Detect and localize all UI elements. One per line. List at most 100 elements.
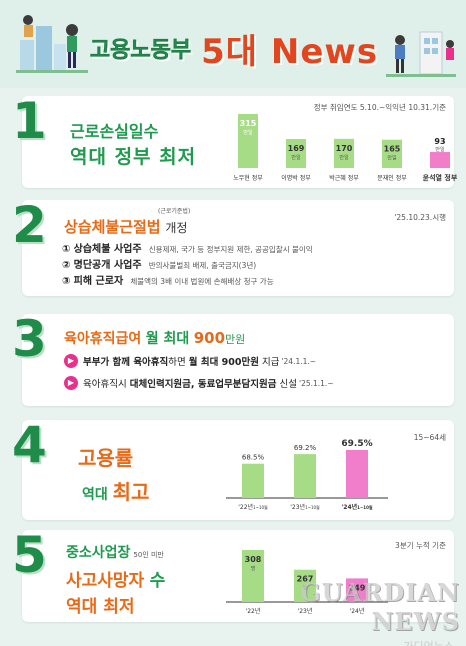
list-item: ① 상습체불 사업주 신용제재, 국가 등 정부지원 제한, 공공입찰시 불이익 xyxy=(62,240,313,255)
section-title-small: 50인 미만 xyxy=(133,551,164,559)
category-label: 문재인 정부 xyxy=(377,174,407,182)
bar-value-label: 69.2% xyxy=(294,444,317,452)
bar-value-label: 165 xyxy=(384,145,401,154)
item-head: 피해 근로자 xyxy=(73,276,124,287)
bar-unit-label: 명 xyxy=(355,593,360,600)
section-title-line1: 근로손실일수 xyxy=(70,122,159,141)
section-parental-leave: 3 육아휴직급여 월 최대 900만원 ▶ 부부가 함께 육아휴직 하면 월 최대… xyxy=(12,310,454,406)
bar-value-label: 69.5% xyxy=(341,439,372,449)
section-note: 정부 취임연도 5.10.~익익년 10.31.기준 xyxy=(313,103,446,112)
section-title: 상습체불근절법 xyxy=(64,218,161,236)
row-text-bold: 부부가 함께 육아휴직 xyxy=(83,357,169,368)
row-date: '25.1.1.~ xyxy=(299,378,334,388)
section-title-line1: 중소사업장 xyxy=(66,545,131,561)
category-label: '24년1~10월 xyxy=(341,503,372,511)
list-item: ③ 피해 근로자 체불액의 3배 이내 법원에 손해배상 청구 가능 xyxy=(62,272,274,287)
list-item: ② 명단공개 사업주 반의사불벌죄 배제, 출국금지(3년) xyxy=(62,256,256,271)
item-mark: ① xyxy=(62,244,71,255)
category-label: 이명박 정부 xyxy=(281,174,311,182)
bar-value-label: 93 xyxy=(434,137,445,146)
category-label: '22년 xyxy=(246,607,261,615)
section-title-d: 만원 xyxy=(225,333,246,346)
row-text-bold: 대체인력지원금, 동료업무분담지원금 xyxy=(129,379,277,390)
bar xyxy=(238,114,258,168)
list-item: ▶ 부부가 함께 육아휴직 하면 월 최대 900만원 지급 '24.1.1.~ xyxy=(64,354,316,368)
section-number: 5 xyxy=(12,526,47,584)
item-mark: ② xyxy=(62,260,71,271)
bar-unit-label: 만일 xyxy=(339,154,349,161)
item-head: 상습체불 사업주 xyxy=(73,244,142,255)
row-text: 하면 xyxy=(168,357,186,368)
section-fatalities: 5 중소사업장 50인 미만 사고사망자 수 역대 최저 3분기 누적 기준 30… xyxy=(12,526,454,622)
row-date: '24.1.1.~ xyxy=(281,356,317,366)
bar-unit-label: 만일 xyxy=(387,155,397,162)
section-note: 15~64세 xyxy=(413,433,446,442)
bar xyxy=(430,152,450,168)
section-title-line1: 고용률 xyxy=(78,446,134,470)
law-name-note: (근로기준법) xyxy=(158,208,191,215)
bar xyxy=(346,578,368,602)
watermark: GUARDIAN NEWS 가디언뉴스 xyxy=(260,578,460,646)
row-text: 지급 xyxy=(261,357,280,368)
list-item: ▶ 육아휴직시 대체인력지원금, 동료업무분담지원금 신설 '25.1.1.~ xyxy=(64,376,334,390)
section-number: 4 xyxy=(12,416,47,474)
header-banner: 고용노동부 5대 News xyxy=(0,0,466,88)
item-desc: 체불액의 3배 이내 법원에 손해배상 청구 가능 xyxy=(130,277,274,286)
bar-value-label: 249 xyxy=(349,583,366,592)
bar-value-label: 267 xyxy=(297,575,314,584)
title-news: 5대 News xyxy=(201,31,379,72)
bar xyxy=(334,138,354,168)
section-note: 3분기 누적 기준 xyxy=(395,541,446,550)
section-number: 3 xyxy=(12,310,47,368)
item-desc: 반의사불벌죄 배제, 출국금지(3년) xyxy=(148,261,257,270)
bar-unit-label: 만일 xyxy=(435,146,445,153)
category-label: '23년 xyxy=(298,607,313,615)
employment-rate-chart: 68.5% '22년1~10월 69.2% '23년1~10월 69.5% '24년1~1… xyxy=(226,439,388,511)
section-title-line2: 역대 최고 xyxy=(82,476,149,505)
section-wage-arrears-law: 2 (근로기준법) 상습체불근절법 개정 '25.10.23.시행 ① 상습체불… xyxy=(12,196,454,296)
section-number: 2 xyxy=(12,196,47,254)
item-desc: 신용제재, 국가 등 정부지원 제한, 공공입찰시 불이익 xyxy=(148,245,313,254)
bar xyxy=(242,550,264,602)
section-title-b: 월 최대 xyxy=(145,331,190,347)
title-word-highlight: 최고 xyxy=(112,480,150,504)
category-label: 노무현 정부 xyxy=(233,174,263,182)
bar xyxy=(294,569,316,602)
bar xyxy=(346,450,368,498)
section-title-line2a: 사고사망자 xyxy=(66,571,145,591)
item-mark: ③ xyxy=(62,276,71,287)
bar-unit-label: 명 xyxy=(303,585,308,592)
section-number: 1 xyxy=(12,92,47,150)
bar-unit-label: 만일 xyxy=(243,129,253,136)
bar-value-label: 170 xyxy=(336,144,353,153)
category-label: '23년1~10월 xyxy=(290,503,320,511)
item-head: 명단공개 사업주 xyxy=(73,260,142,271)
section-lost-workdays: 1 근로손실일수 역대 정부 최저 정부 취임연도 5.10.~익익년 10.3… xyxy=(12,92,458,188)
bar xyxy=(294,454,316,498)
bar-value-label: 68.5% xyxy=(242,454,265,462)
bar-unit-label: 명 xyxy=(251,565,256,572)
section-title-line2b: 수 xyxy=(149,571,166,591)
category-label: '24년 xyxy=(350,607,365,615)
section-title-line3: 역대 최저 xyxy=(66,597,135,617)
play-triangle-icon: ▶ xyxy=(64,354,78,368)
section-employment-rate: 4 고용률 역대 최고 15~64세 68.5% '22년1~10월 69.2% '2… xyxy=(12,416,454,520)
section-title-suffix: 개정 xyxy=(165,221,188,235)
section-note: '25.10.23.시행 xyxy=(394,213,446,222)
row-text: 육아휴직시 xyxy=(83,379,127,390)
bar xyxy=(382,139,402,168)
bar-value-label: 169 xyxy=(288,144,305,153)
row-text: 신설 xyxy=(279,379,298,390)
bar-unit-label: 만일 xyxy=(291,154,301,161)
section-title-c: 900 xyxy=(193,329,226,347)
section-title-a: 육아휴직급여 xyxy=(64,331,142,347)
bar-value-label: 308 xyxy=(245,555,262,564)
people-icon xyxy=(386,31,456,77)
category-label: 윤석열 정부 xyxy=(423,173,458,182)
title-word: 역대 xyxy=(82,487,108,503)
title-ministry: 고용노동부 xyxy=(89,38,192,64)
row-text-bold: 월 최대 900만원 xyxy=(188,357,259,368)
watermark-main: GUARDIAN NEWS xyxy=(300,578,460,636)
